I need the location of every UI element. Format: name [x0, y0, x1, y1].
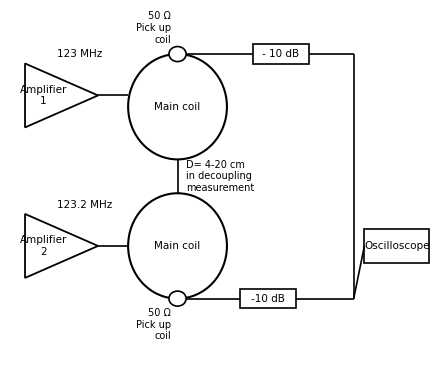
Circle shape — [169, 47, 186, 61]
Text: Amplifier
2: Amplifier 2 — [20, 235, 67, 257]
Text: Amplifier
1: Amplifier 1 — [20, 85, 67, 106]
Text: Main coil: Main coil — [155, 102, 201, 112]
Text: Oscilloscope: Oscilloscope — [364, 241, 429, 251]
Text: 123 MHz: 123 MHz — [57, 49, 102, 59]
Text: - 10 dB: - 10 dB — [262, 49, 299, 59]
Text: D= 4-20 cm
in decoupling
measurement: D= 4-20 cm in decoupling measurement — [186, 160, 254, 193]
Text: -10 dB: -10 dB — [251, 294, 285, 304]
Text: Main coil: Main coil — [155, 241, 201, 251]
Circle shape — [169, 291, 186, 306]
Text: 50 Ω
Pick up
coil: 50 Ω Pick up coil — [136, 11, 171, 45]
Text: 123.2 MHz: 123.2 MHz — [57, 200, 113, 210]
Text: 50 Ω
Pick up
coil: 50 Ω Pick up coil — [136, 308, 171, 341]
